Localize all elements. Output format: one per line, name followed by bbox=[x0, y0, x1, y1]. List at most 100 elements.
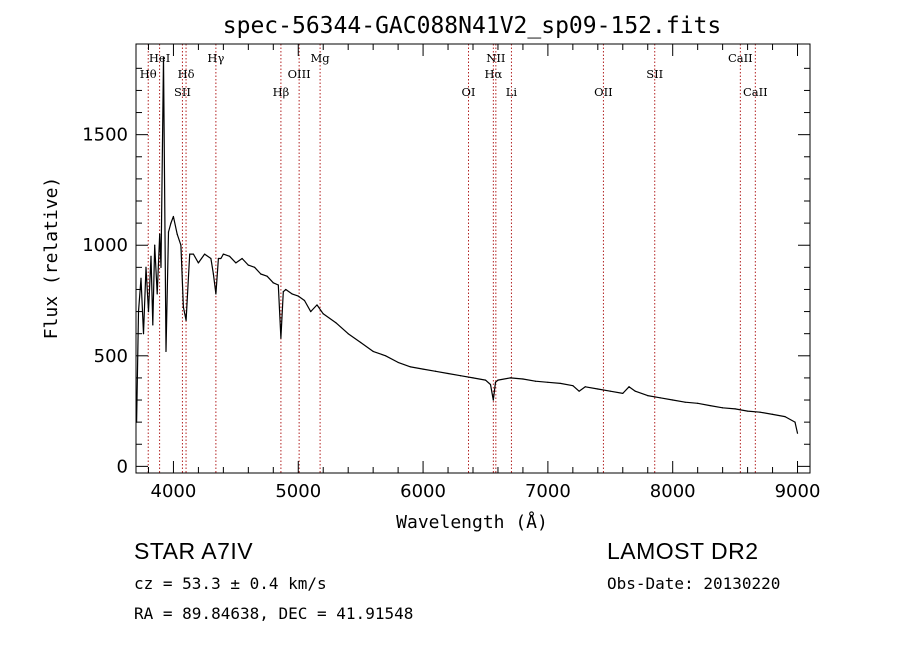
data-point bbox=[409, 366, 412, 368]
spectral-line-label: Mg bbox=[311, 51, 331, 65]
data-point bbox=[459, 375, 462, 377]
data-point bbox=[297, 295, 299, 297]
data-point bbox=[140, 277, 142, 280]
data-point bbox=[497, 379, 499, 381]
data-point bbox=[154, 244, 156, 246]
spectral-line-label: Hδ bbox=[178, 67, 195, 81]
y-axis: 0 500 1000 1500 bbox=[82, 67, 810, 477]
data-point bbox=[422, 368, 424, 370]
spectral-line-label: OIII bbox=[288, 67, 311, 81]
data-point bbox=[534, 380, 537, 382]
data-point bbox=[372, 350, 374, 352]
data-point bbox=[215, 293, 217, 295]
x-tick-label: 9000 bbox=[775, 481, 821, 502]
data-point bbox=[597, 388, 599, 390]
spectral-line-label: Hγ bbox=[207, 51, 224, 65]
data-point bbox=[167, 231, 170, 233]
data-point bbox=[746, 410, 749, 412]
data-point bbox=[634, 390, 636, 392]
data-point bbox=[147, 310, 150, 313]
data-point bbox=[172, 215, 175, 218]
data-point bbox=[220, 257, 222, 260]
data-point bbox=[310, 310, 312, 313]
spectral-line-label: Hα bbox=[484, 67, 502, 81]
data-point bbox=[165, 350, 167, 352]
data-point bbox=[472, 377, 474, 379]
data-point bbox=[316, 304, 318, 306]
data-point bbox=[185, 319, 187, 322]
data-point bbox=[494, 381, 497, 383]
data-point bbox=[152, 324, 154, 326]
spectral-line-label: OI bbox=[462, 85, 476, 99]
data-point bbox=[672, 399, 674, 401]
data-point bbox=[360, 341, 362, 344]
data-point bbox=[145, 266, 147, 268]
data-point bbox=[659, 397, 661, 399]
data-point bbox=[277, 284, 279, 286]
data-point bbox=[241, 257, 243, 260]
x-axis: 4000 5000 6000 7000 8000 9000 bbox=[147, 44, 821, 502]
data-point bbox=[192, 253, 195, 255]
data-point bbox=[609, 390, 611, 392]
data-point bbox=[217, 257, 219, 260]
coordinates: RA = 89.84638, DEC = 41.91548 bbox=[134, 604, 414, 623]
y-tick-label: 1000 bbox=[82, 235, 128, 256]
data-point bbox=[160, 266, 162, 268]
data-point bbox=[794, 421, 796, 423]
data-point bbox=[170, 222, 172, 224]
data-point bbox=[253, 266, 256, 268]
data-point bbox=[628, 386, 630, 388]
data-point bbox=[222, 253, 224, 255]
data-point bbox=[722, 407, 724, 409]
spectral-line-label: SII bbox=[174, 85, 191, 99]
data-point bbox=[584, 386, 586, 388]
data-point bbox=[282, 291, 284, 293]
chart-title: spec-56344-GAC088N41V2_sp09-152.fits bbox=[223, 13, 722, 39]
data-point bbox=[212, 273, 214, 275]
data-point bbox=[578, 390, 580, 392]
spectrum-line bbox=[136, 56, 799, 434]
data-point bbox=[229, 255, 231, 257]
data-point bbox=[162, 56, 165, 58]
data-point bbox=[260, 273, 262, 275]
data-point bbox=[235, 262, 237, 264]
y-tick-label: 0 bbox=[117, 456, 128, 477]
x-tick-label: 7000 bbox=[525, 481, 571, 502]
spectral-line-label: OII bbox=[594, 85, 613, 99]
data-point bbox=[180, 244, 182, 246]
data-point bbox=[150, 255, 152, 257]
spectral-line-label: NII bbox=[486, 51, 505, 65]
data-point bbox=[322, 313, 324, 315]
data-point bbox=[247, 264, 249, 266]
data-point bbox=[522, 378, 524, 380]
redshift-value: cz = 53.3 ± 0.4 km/s bbox=[134, 574, 327, 593]
data-point bbox=[559, 382, 561, 385]
observation-date: Obs-Date: 20130220 bbox=[607, 574, 781, 593]
object-class: STAR A7IV bbox=[134, 538, 254, 564]
data-point bbox=[622, 392, 624, 394]
spectral-line-label: HeI bbox=[149, 51, 170, 65]
spectral-line-label: CaII bbox=[728, 51, 753, 65]
spectral-line-label: Hβ bbox=[273, 85, 290, 99]
x-axis-label: Wavelength (Å) bbox=[396, 511, 548, 533]
data-point bbox=[182, 306, 185, 308]
data-point bbox=[189, 253, 191, 255]
data-point bbox=[489, 383, 492, 386]
data-point bbox=[197, 262, 200, 264]
y-axis-label: Flux (relative) bbox=[41, 177, 62, 340]
data-point bbox=[385, 355, 387, 357]
data-point bbox=[142, 333, 145, 335]
data-point bbox=[697, 402, 699, 404]
data-point bbox=[447, 372, 449, 375]
data-point bbox=[509, 377, 512, 379]
data-point bbox=[204, 253, 206, 255]
y-tick-label: 500 bbox=[94, 346, 128, 367]
x-tick-label: 8000 bbox=[650, 481, 696, 502]
data-point bbox=[291, 293, 293, 295]
data-point bbox=[266, 275, 268, 277]
spectral-line-label: CaII bbox=[743, 85, 768, 99]
data-point bbox=[272, 282, 274, 284]
x-tick-label: 4000 bbox=[151, 481, 197, 502]
data-point bbox=[784, 416, 786, 418]
